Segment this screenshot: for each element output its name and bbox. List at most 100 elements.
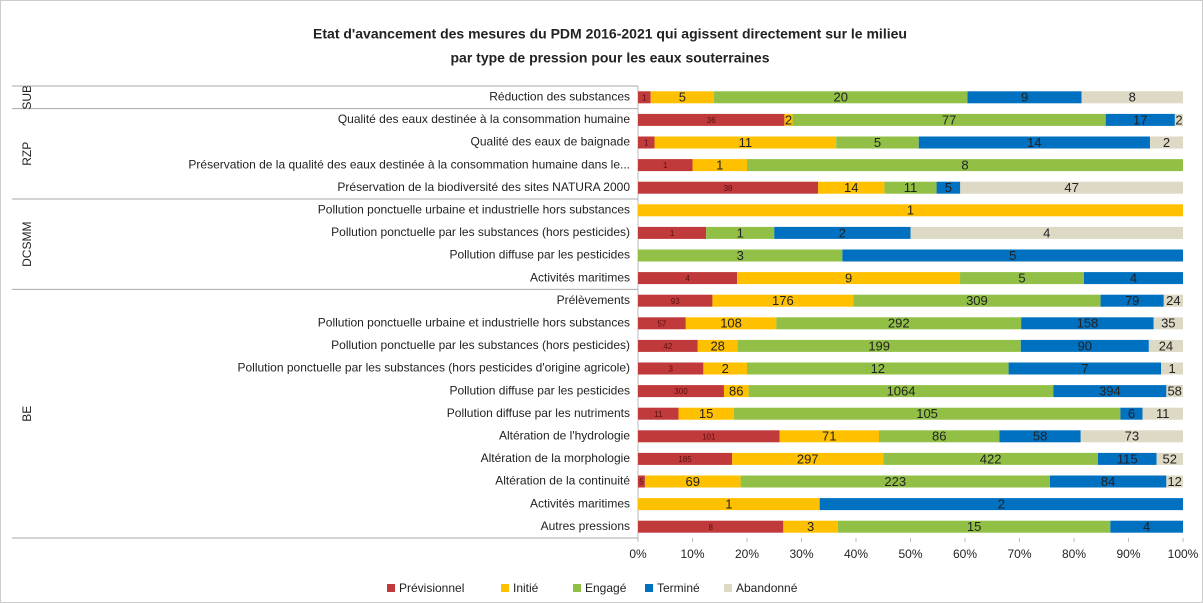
y-tick-label: Pollution diffuse par les pesticides: [449, 248, 630, 262]
data-label: 1: [663, 161, 668, 170]
bar-segment: [638, 407, 679, 420]
y-tick-label: Autres pressions: [541, 519, 630, 533]
data-label: 5: [679, 90, 686, 105]
bar-segment: [779, 430, 879, 443]
bar-segment: [678, 407, 734, 420]
data-label: 1: [907, 203, 914, 218]
data-label: 12: [1167, 474, 1181, 489]
data-label: 2: [1163, 135, 1170, 150]
y-tick-label: Activités maritimes: [530, 496, 630, 510]
x-tick-label: 80%: [1062, 547, 1086, 561]
bar-segment: [1080, 430, 1183, 443]
x-tick-label: 90%: [1116, 547, 1140, 561]
bar-segment: [638, 452, 733, 465]
bar-segment: [723, 385, 749, 398]
bar-segment: [910, 226, 1183, 239]
y-tick-label: Altération de l'hydrologie: [499, 428, 630, 442]
y-tick-label: Prélèvements: [557, 293, 630, 307]
legend-swatch: [501, 584, 509, 592]
data-label: 101: [702, 432, 716, 441]
y-tick-label: Pollution ponctuelle urbaine et industri…: [318, 202, 630, 216]
bar-segment: [714, 91, 968, 104]
y-tick-label: Pollution ponctuelle par les substances …: [331, 225, 630, 239]
bar-segment: [884, 181, 937, 194]
bar-segment: [1110, 520, 1183, 533]
data-label: 105: [916, 406, 938, 421]
bar-segment: [1020, 339, 1149, 352]
data-label: 24: [1159, 338, 1173, 353]
bar-segment: [999, 430, 1081, 443]
y-tick-label: Préservation de la qualité des eaux dest…: [188, 157, 630, 171]
bar-segment: [960, 272, 1084, 285]
data-label: 2: [785, 112, 792, 127]
bar-segment: [697, 339, 738, 352]
group-label: SUB: [20, 85, 34, 110]
legend-label: Initié: [513, 581, 539, 595]
y-tick-label: Pollution diffuse par les nutriments: [447, 406, 630, 420]
bar-segment: [918, 136, 1150, 149]
bar-segment: [819, 498, 1183, 511]
legend-label: Terminé: [657, 581, 700, 595]
data-label: 158: [1077, 316, 1099, 331]
data-label: 8: [961, 158, 968, 173]
x-tick-label: 0%: [629, 547, 647, 561]
bar-segment: [837, 520, 1111, 533]
bar-segment: [1149, 136, 1183, 149]
data-label: 47: [1064, 180, 1078, 195]
bar-segment: [960, 181, 1183, 194]
bar-segment: [703, 362, 747, 375]
bar-segment: [836, 136, 919, 149]
data-label: 9: [1021, 90, 1028, 105]
data-label: 394: [1099, 384, 1121, 399]
data-label: 11: [1156, 406, 1170, 421]
legend-label: Abandonné: [736, 581, 798, 595]
bar-segment: [1163, 294, 1183, 307]
y-tick-label: Qualité des eaux de baignade: [471, 135, 631, 149]
bar-segment: [732, 452, 884, 465]
data-label: 14: [844, 180, 858, 195]
data-label: 4: [685, 274, 690, 283]
data-label: 5: [945, 180, 952, 195]
data-label: 297: [797, 451, 819, 466]
data-label: 11: [739, 135, 753, 150]
data-label: 36: [707, 116, 716, 125]
bar-segment: [1049, 475, 1167, 488]
bar-segment: [1142, 407, 1183, 420]
bar-segment: [1081, 91, 1183, 104]
data-label: 1064: [887, 384, 916, 399]
data-label: 223: [884, 474, 906, 489]
data-label: 8: [1129, 90, 1136, 105]
data-label: 5: [1018, 271, 1025, 286]
data-label: 90: [1078, 338, 1092, 353]
bar-segment: [774, 226, 911, 239]
bar-segment: [638, 272, 738, 285]
data-label: 1: [737, 225, 744, 240]
data-label: 35: [1161, 316, 1175, 331]
data-label: 58: [1167, 384, 1181, 399]
x-tick-label: 60%: [953, 547, 977, 561]
bar-segment: [638, 204, 1183, 217]
data-label: 2: [998, 497, 1005, 512]
bar-segment: [733, 407, 1121, 420]
bar-segment: [654, 136, 837, 149]
bar-segment: [638, 362, 704, 375]
y-tick-label: Pollution ponctuelle par les substances …: [331, 338, 630, 352]
x-tick-label: 40%: [844, 547, 868, 561]
legend-swatch: [724, 584, 732, 592]
bar-segment: [792, 113, 1106, 126]
y-tick-label: Réduction des substances: [489, 89, 630, 103]
data-label: 1: [725, 497, 732, 512]
data-label: 2: [1175, 112, 1182, 127]
chart-title: par type de pression pour les eaux soute…: [451, 50, 770, 66]
data-label: 4: [1143, 519, 1150, 534]
bar-segment: [638, 113, 785, 126]
data-label: 71: [822, 429, 836, 444]
data-label: 86: [932, 429, 946, 444]
data-label: 86: [729, 384, 743, 399]
y-tick-label: Pollution diffuse par les pesticides: [449, 383, 630, 397]
chart-title: Etat d'avancement des mesures du PDM 201…: [313, 26, 907, 42]
bar-segment: [1174, 113, 1183, 126]
data-label: 185: [678, 455, 692, 464]
